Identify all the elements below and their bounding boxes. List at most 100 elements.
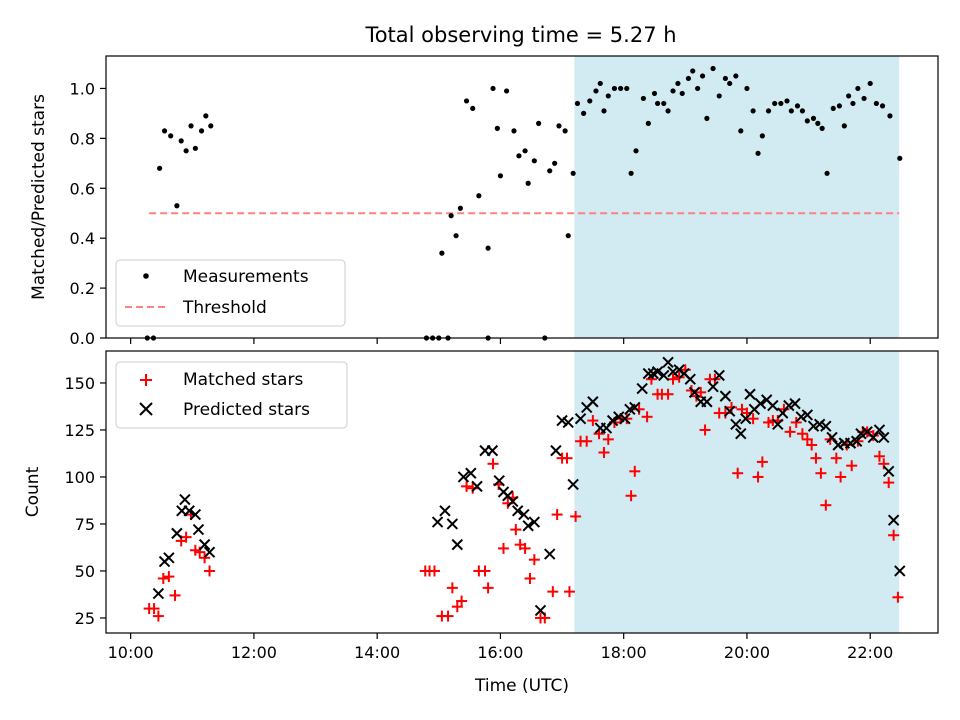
- measurement-point: [203, 113, 209, 119]
- matched-star-point: [726, 401, 738, 413]
- matched-star-point: [873, 450, 885, 462]
- top-y-axis-label: Matched/Predicted stars: [29, 94, 49, 300]
- measurement-point: [738, 128, 744, 134]
- predicted-star-point: [522, 520, 534, 532]
- predicted-star-point: [192, 523, 205, 536]
- matched-star-point: [830, 452, 842, 464]
- matched-star-point: [732, 467, 744, 479]
- predicted-star-point: [651, 365, 664, 378]
- matched-star-point: [667, 373, 679, 385]
- predicted-star-points: [152, 356, 906, 617]
- predicted-star-point: [801, 409, 814, 421]
- matched-star-point: [695, 386, 707, 398]
- measurement-point: [867, 80, 873, 87]
- y-tick-label: 1.0: [70, 79, 95, 98]
- measurement-point: [810, 115, 817, 121]
- measurement-point: [670, 88, 676, 94]
- measurement-point: [476, 193, 482, 199]
- matched-star-point: [888, 529, 900, 541]
- predicted-star-point: [740, 412, 752, 425]
- measurement-point: [695, 85, 701, 92]
- predicted-star-point: [574, 412, 587, 425]
- matched-star-point: [699, 424, 711, 436]
- measurement-point: [556, 123, 562, 129]
- measurement-point: [192, 145, 198, 151]
- measurement-point: [605, 93, 611, 99]
- y-tick-label: 25: [75, 609, 95, 628]
- predicted-star-point: [587, 396, 599, 408]
- measurement-point: [531, 158, 537, 164]
- predicted-star-point: [850, 435, 863, 447]
- measurement-point: [161, 128, 168, 134]
- measurement-point: [727, 80, 733, 87]
- matched-star-point: [806, 439, 818, 451]
- matched-star-point: [629, 465, 641, 477]
- predicted-star-point: [878, 431, 890, 444]
- measurement-point: [778, 100, 784, 107]
- measurement-point: [841, 123, 847, 129]
- measurement-point: [485, 245, 491, 251]
- matched-star-point: [152, 610, 164, 622]
- measurement-point: [879, 103, 886, 109]
- measurement-point: [824, 170, 830, 176]
- predicted-star-point: [789, 397, 801, 410]
- measurement-point: [624, 85, 630, 92]
- measurement-point: [665, 108, 671, 114]
- y-tick-label: 50: [75, 562, 95, 581]
- measurement-point: [759, 133, 765, 139]
- measurement-point: [873, 100, 879, 107]
- measurement-point: [168, 133, 174, 139]
- measurement-point: [522, 148, 528, 154]
- bottom-plot-frame: [105, 350, 939, 634]
- matched-star-point: [625, 490, 637, 502]
- predicted-star-point: [662, 356, 674, 368]
- matched-star-point: [561, 452, 573, 464]
- matched-star-point: [820, 499, 832, 511]
- measurement-point: [850, 100, 856, 107]
- measurement-point: [574, 100, 581, 107]
- measurement-point: [716, 93, 722, 99]
- matched-star-point: [456, 595, 468, 607]
- measurement-point: [855, 85, 861, 92]
- predicted-star-point: [544, 548, 556, 560]
- matched-star-point: [747, 413, 759, 425]
- x-tick-label: 16:00: [477, 643, 523, 662]
- measurement-point: [497, 173, 504, 179]
- measurement-point: [470, 105, 476, 112]
- predicted-star-point: [465, 467, 477, 479]
- measurement-point: [593, 88, 599, 94]
- matched-star-point: [446, 582, 458, 594]
- y-tick-label: 0.6: [70, 179, 95, 198]
- matched-star-point: [204, 565, 216, 577]
- predicted-star-point: [629, 401, 641, 414]
- predicted-star-point: [744, 388, 756, 400]
- matched-star-point: [451, 601, 463, 613]
- predicted-star-point: [820, 420, 832, 432]
- predicted-star-point: [189, 508, 202, 521]
- measurement-point: [525, 180, 531, 186]
- predicted-star-point: [163, 552, 175, 564]
- top-observing-span: [574, 56, 900, 338]
- predicted-star-point: [873, 424, 886, 436]
- predicted-star-point: [707, 381, 719, 393]
- measurement-point: [679, 90, 685, 97]
- measurement-point: [819, 125, 825, 131]
- legend-predicted-marker: [139, 402, 153, 416]
- bottom-ticks: 10:00 12:00 14:00 16:00 18:00 20:00 22:00 25 50 7…: [64, 374, 893, 662]
- top-legend-box: [115, 259, 346, 327]
- matched-star-point: [835, 471, 847, 483]
- matched-star-point: [587, 415, 599, 427]
- predicted-star-point: [882, 465, 895, 478]
- measurement-point: [861, 95, 867, 102]
- measurement-point: [815, 120, 821, 126]
- measurement-point: [183, 148, 189, 154]
- measurement-point: [157, 165, 163, 171]
- predicted-star-point: [684, 373, 696, 385]
- matched-star-point: [570, 510, 582, 522]
- predicted-star-point: [457, 471, 470, 483]
- measurement-point: [633, 148, 639, 154]
- matched-star-point: [157, 572, 169, 584]
- matched-star-point: [815, 467, 827, 479]
- predicted-star-point: [493, 475, 505, 487]
